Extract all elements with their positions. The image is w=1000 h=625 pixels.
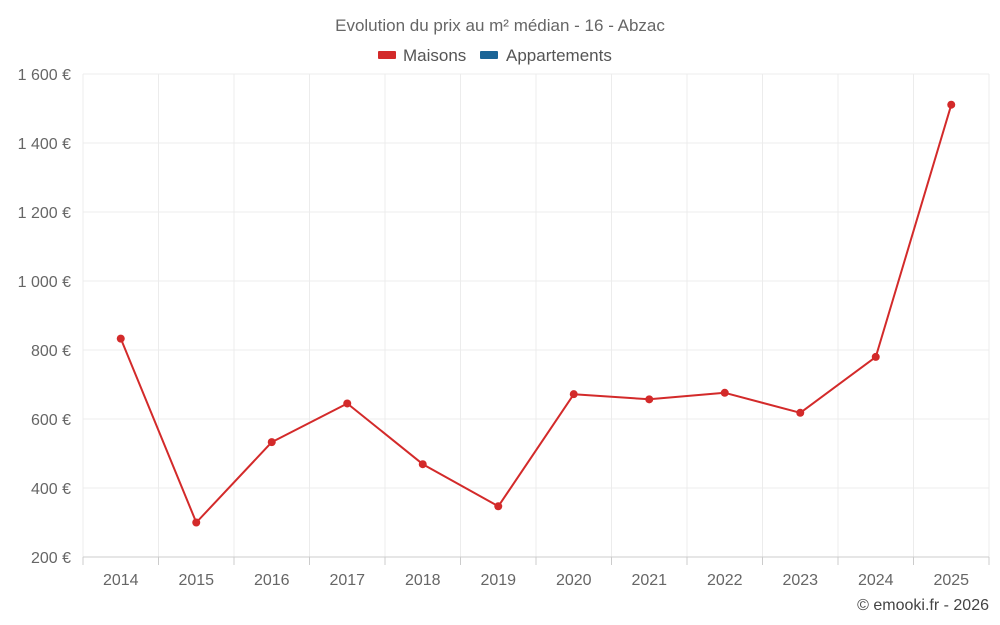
series-maisons xyxy=(116,100,956,527)
data-point[interactable] xyxy=(494,502,503,511)
x-tick-label: 2020 xyxy=(556,572,592,589)
y-tick-label: 1 000 € xyxy=(18,274,71,291)
credit-text: © emooki.fr - 2026 xyxy=(857,597,989,614)
series-line-maisons xyxy=(119,104,953,524)
x-tick-label: 2023 xyxy=(782,572,818,589)
grid xyxy=(82,73,990,557)
legend-label-appartements: Appartements xyxy=(506,46,612,65)
legend-swatch-maisons xyxy=(378,51,396,59)
y-tick-label: 400 € xyxy=(31,481,71,498)
y-tick-label: 600 € xyxy=(31,412,71,429)
y-tick-label: 800 € xyxy=(31,343,71,360)
x-tick-label: 2014 xyxy=(103,572,139,589)
legend-label-maisons: Maisons xyxy=(403,46,466,65)
data-point[interactable] xyxy=(947,100,956,109)
x-tick-label: 2021 xyxy=(631,572,667,589)
chart-title: Evolution du prix au m² médian - 16 - Ab… xyxy=(335,16,665,35)
data-point[interactable] xyxy=(418,460,427,469)
legend-swatch-appartements xyxy=(480,51,498,59)
data-point[interactable] xyxy=(871,352,880,361)
legend-item-maisons[interactable]: Maisons xyxy=(378,46,466,65)
legend-item-appartements[interactable]: Appartements xyxy=(480,46,612,65)
y-tick-label: 1 600 € xyxy=(18,67,71,84)
data-point[interactable] xyxy=(645,395,654,404)
data-point[interactable] xyxy=(569,390,578,399)
x-tick-label: 2022 xyxy=(707,572,743,589)
legend: Maisons Appartements xyxy=(378,46,612,65)
x-tick-label: 2025 xyxy=(933,572,969,589)
data-point[interactable] xyxy=(116,334,125,343)
x-tick-label: 2017 xyxy=(329,572,365,589)
y-tick-label: 1 200 € xyxy=(18,205,71,222)
x-tick-label: 2015 xyxy=(178,572,214,589)
axes: 200 € 400 € 600 € 800 € 1 000 € 1 200 € 1 400 … xyxy=(18,67,990,589)
x-tick-label: 2016 xyxy=(254,572,290,589)
data-point[interactable] xyxy=(720,388,729,397)
data-point[interactable] xyxy=(796,408,805,417)
data-point[interactable] xyxy=(192,518,201,527)
data-point[interactable] xyxy=(343,399,352,408)
data-point[interactable] xyxy=(267,438,276,447)
y-tick-label: 1 400 € xyxy=(18,136,71,153)
y-tick-label: 200 € xyxy=(31,550,71,567)
x-tick-label: 2018 xyxy=(405,572,441,589)
x-tick-label: 2019 xyxy=(480,572,516,589)
x-tick-label: 2024 xyxy=(858,572,894,589)
